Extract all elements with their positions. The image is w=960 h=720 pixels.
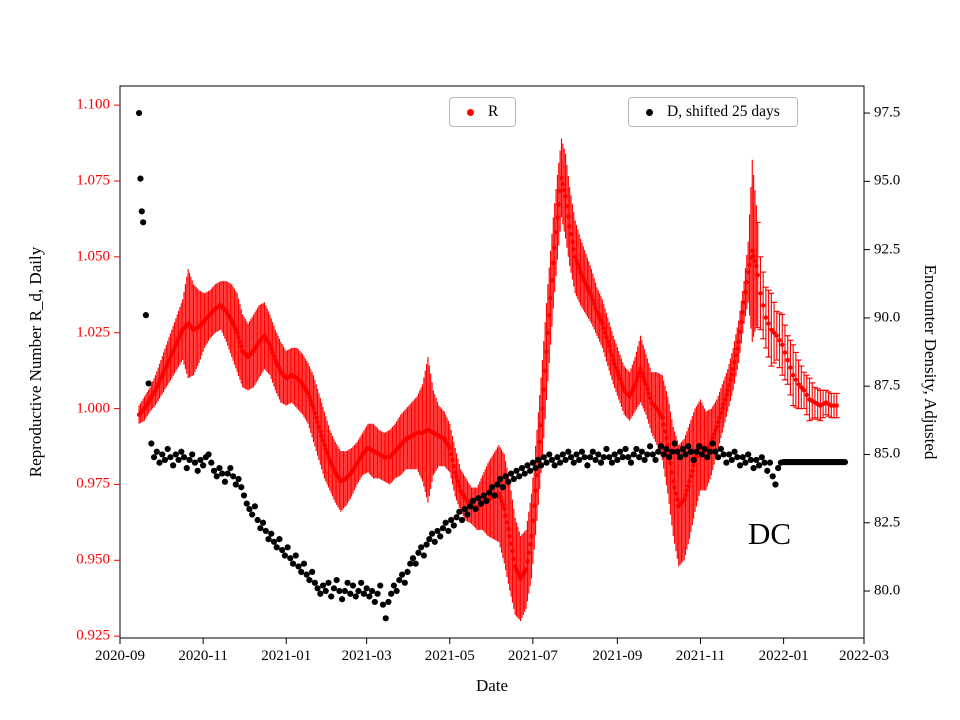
x-tick-label: 2021-03 — [341, 648, 392, 664]
legend-marker-d-icon — [646, 108, 653, 116]
y-right-tick-label: 85.0 — [874, 445, 901, 462]
legend-label-r: R — [488, 103, 499, 120]
x-tick-label: 2021-01 — [261, 648, 312, 664]
y-right-tick-label: 97.5 — [874, 104, 901, 121]
y-left-tick-label: 0.950 — [76, 551, 110, 568]
y-left-tick-label: 1.025 — [76, 324, 110, 341]
y-left-tick-label: 1.100 — [76, 96, 110, 113]
legend-label-d: D, shifted 25 days — [667, 103, 780, 120]
y-right-tick-label: 90.0 — [874, 309, 901, 326]
y-right-tick-label: 95.0 — [874, 172, 901, 189]
x-tick-label: 2021-07 — [507, 648, 558, 664]
y-left-tick-label: 0.975 — [76, 475, 110, 492]
y-axis-label-right: Encounter Density, Adjusted — [921, 264, 940, 460]
x-tick-label: 2021-11 — [675, 648, 726, 664]
x-tick-label: 2022-03 — [839, 648, 889, 664]
legend-marker-r-icon — [467, 108, 474, 116]
x-tick-label: 2021-09 — [592, 648, 643, 664]
annotation-dc: DC — [748, 516, 792, 551]
y-left-tick-label: 1.000 — [76, 400, 110, 417]
legend-r: R — [449, 97, 517, 127]
x-tick-label: 2021-05 — [424, 648, 475, 664]
y-left-tick-label: 1.075 — [76, 172, 110, 189]
x-tick-label: 2022-01 — [758, 648, 809, 664]
y-right-tick-label: 87.5 — [874, 377, 901, 394]
y-right-tick-label: 82.5 — [874, 514, 901, 531]
y-right-tick-label: 80.0 — [874, 582, 901, 599]
y-axis-label-left: Reproductive Number R_d, Daily — [26, 246, 45, 478]
x-tick-label: 2020-09 — [95, 648, 145, 664]
x-tick-label: 2020-11 — [178, 648, 228, 664]
x-axis-label: Date — [475, 676, 509, 695]
y-left-tick-label: 0.925 — [76, 627, 110, 644]
legend-d: D, shifted 25 days — [628, 97, 798, 127]
y-right-tick-label: 92.5 — [874, 241, 901, 258]
y-left-tick-label: 1.050 — [76, 248, 110, 265]
